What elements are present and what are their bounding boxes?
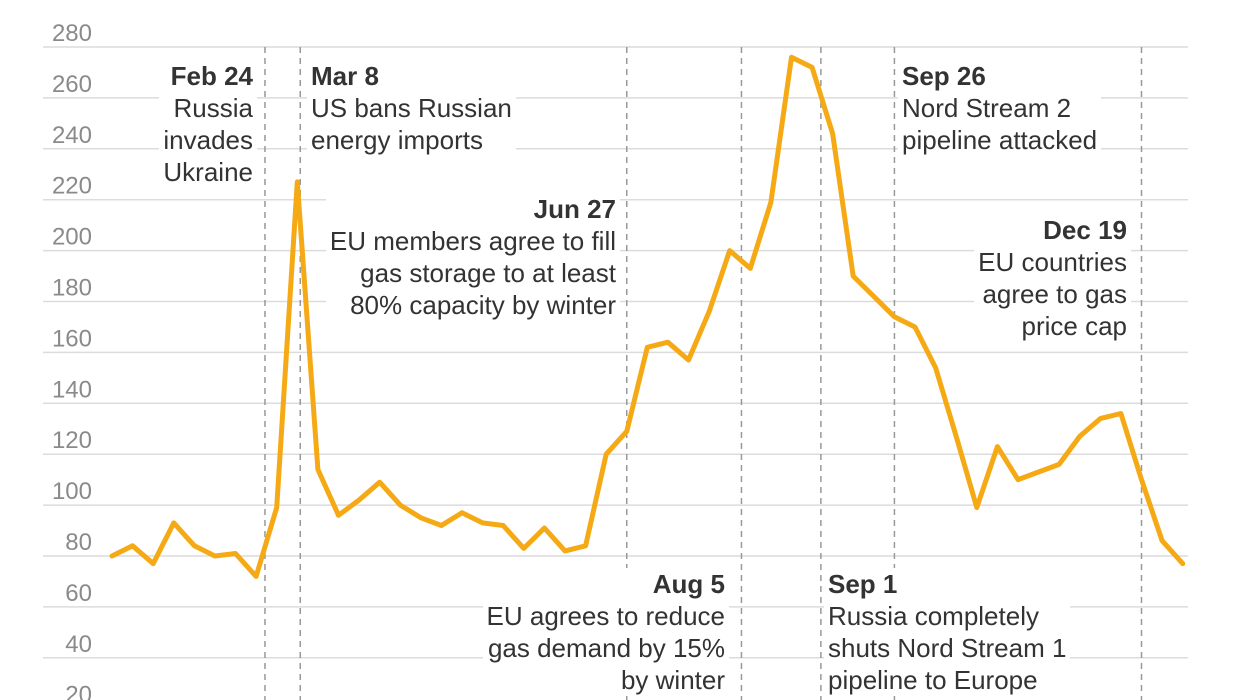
y-tick-label: 180	[52, 275, 92, 302]
y-tick-label: 60	[65, 580, 92, 607]
annotation-text: EU agrees to reduce	[486, 601, 725, 631]
annotation-date: Aug 5	[652, 569, 725, 599]
annotation-text: energy imports	[311, 125, 483, 155]
annotation-text: pipeline to Europe	[828, 665, 1038, 695]
annotation-date: Sep 1	[828, 569, 898, 599]
y-tick-label: 20	[65, 682, 92, 700]
annotation-text: Russia completely	[828, 601, 1039, 631]
annotation-sep-26: Sep 26 Nord Stream 2 pipeline attacked	[898, 60, 1102, 156]
annotation-feb-24: Feb 24 Russia invades Ukraine	[159, 60, 257, 188]
annotation-text: gas demand by 15%	[487, 633, 725, 663]
y-tick-label: 220	[52, 173, 92, 200]
annotation-sep-1: Sep 1 Russia completely shuts Nord Strea…	[824, 568, 1071, 696]
y-tick-label: 240	[52, 122, 92, 149]
annotation-text: gas storage to at least	[360, 258, 616, 288]
y-tick-label: 160	[52, 325, 92, 352]
annotation-jun-27: Jun 27 EU members agree to fill gas stor…	[325, 193, 620, 321]
annotation-date: Jun 27	[533, 194, 616, 224]
y-tick-label: 200	[52, 224, 92, 251]
annotation-text: Ukraine	[163, 157, 253, 187]
annotation-dec-19: Dec 19 EU countries agree to gas price c…	[974, 214, 1131, 342]
annotation-text: agree to gas	[982, 279, 1127, 309]
y-tick-label: 120	[52, 427, 92, 454]
annotation-text: EU countries	[978, 247, 1127, 277]
annotation-text: pipeline attacked	[902, 125, 1098, 155]
annotation-text: Nord Stream 2	[902, 93, 1072, 123]
y-tick-label: 100	[52, 478, 92, 505]
y-tick-label: 80	[65, 529, 92, 556]
annotation-aug-5: Aug 5 EU agrees to reduce gas demand by …	[482, 568, 729, 696]
y-tick-label: 260	[52, 71, 92, 98]
y-tick-label: 140	[52, 376, 92, 403]
annotation-text: shuts Nord Stream 1	[828, 633, 1067, 663]
annotation-text: invades	[163, 125, 253, 155]
annotation-text: price cap	[1021, 311, 1128, 341]
annotation-text: 80% capacity by winter	[350, 290, 616, 320]
annotation-text: EU members agree to fill	[329, 226, 616, 256]
annotation-date: Dec 19	[1043, 215, 1127, 245]
annotation-mar-8: Mar 8 US bans Russian energy imports	[307, 60, 516, 156]
annotation-date: Sep 26	[902, 61, 986, 91]
annotation-text: by winter	[620, 665, 725, 695]
annotation-text: Russia	[173, 93, 253, 123]
annotation-date: Feb 24	[170, 61, 253, 91]
y-tick-label: 40	[65, 631, 92, 658]
annotation-text: US bans Russian	[311, 93, 512, 123]
y-tick-label: 280	[52, 20, 92, 47]
annotation-date: Mar 8	[311, 61, 379, 91]
